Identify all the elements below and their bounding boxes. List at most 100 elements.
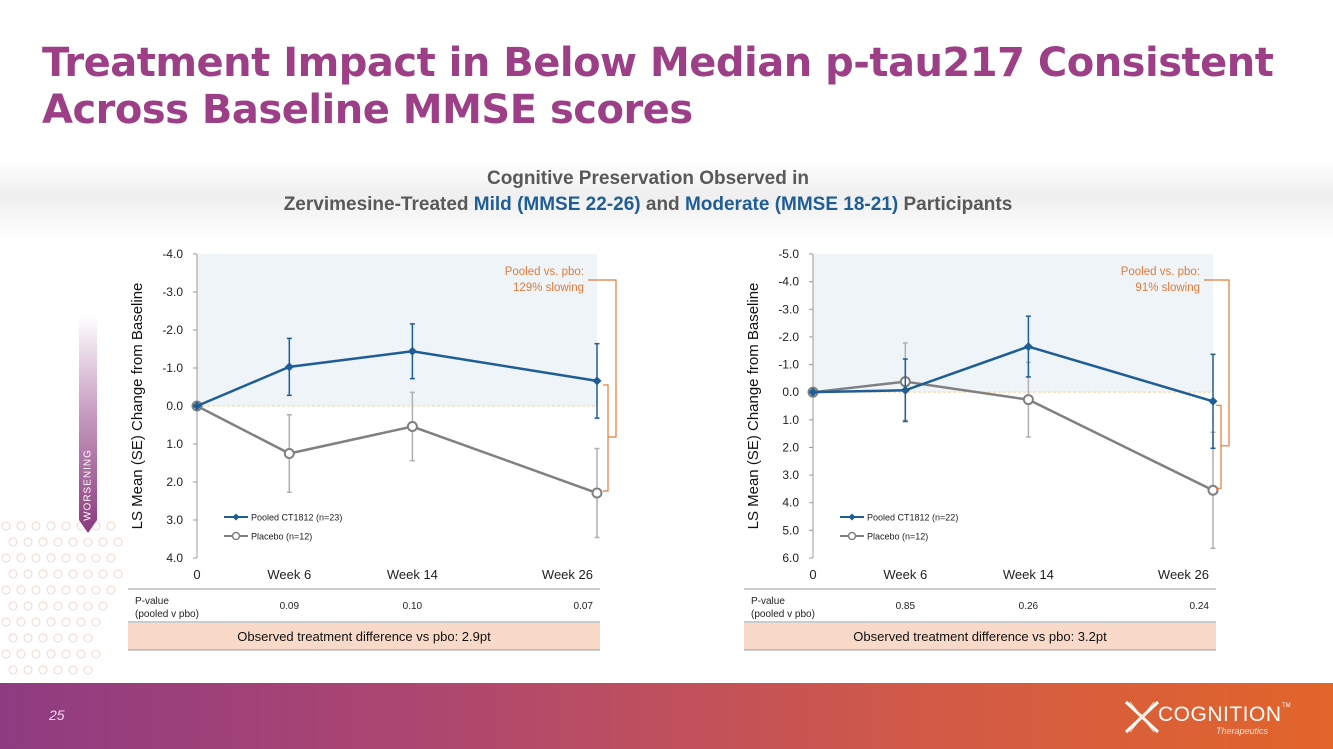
- pvalue-label: P-value: [135, 596, 169, 607]
- footer-bar: [0, 683, 1333, 749]
- decor-dot: [1, 521, 11, 531]
- page-number: 25: [49, 707, 65, 723]
- y-tick-label: 0.0: [782, 385, 799, 399]
- decor-dot: [38, 633, 48, 643]
- decor-dot: [1, 585, 11, 595]
- decor-dot: [106, 521, 116, 531]
- difference-text: Observed treatment difference vs pbo: 3.…: [853, 629, 1107, 644]
- decor-dot: [23, 569, 33, 579]
- decor-dot: [31, 521, 41, 531]
- x-tick-label: Week 26: [1158, 567, 1209, 582]
- y-tick-label: -1.0: [162, 361, 183, 375]
- annotation-connector: [588, 279, 617, 438]
- y-tick-label: -3.0: [778, 302, 799, 316]
- y-tick-label: -3.0: [162, 285, 183, 299]
- subtitle-mild: Mild (MMSE 22-26): [473, 194, 641, 215]
- difference-band: [128, 623, 600, 650]
- decor-dot: [68, 537, 78, 547]
- y-tick-label: -4.0: [778, 275, 799, 289]
- decor-dot: [83, 537, 93, 547]
- treated-point: [592, 376, 602, 386]
- decor-dot: [8, 665, 18, 675]
- y-tick-label: -1.0: [778, 358, 799, 372]
- decor-dot: [8, 569, 18, 579]
- decor-dot: [16, 553, 26, 563]
- decor-dot: [68, 569, 78, 579]
- legend-marker: [232, 513, 240, 521]
- decor-dot: [61, 521, 71, 531]
- treated-point: [192, 401, 202, 411]
- y-tick-label: -5.0: [778, 247, 799, 261]
- decor-dot: [23, 633, 33, 643]
- treated-line: [196, 350, 598, 408]
- difference-band: [744, 623, 1216, 650]
- pvalue-value: 0.26: [1019, 601, 1039, 612]
- placebo-point: [406, 421, 418, 433]
- treated-point: [284, 362, 294, 372]
- decor-dot: [61, 617, 71, 627]
- annotation-text: 91% slowing: [1135, 282, 1200, 294]
- decor-dot: [38, 665, 48, 675]
- legend-marker: [231, 531, 241, 541]
- subtitle-line-1: Cognitive Preservation Observed in: [486, 168, 810, 189]
- decor-dot: [38, 601, 48, 611]
- decor-dot: [46, 585, 56, 595]
- pvalue-value: 0.07: [574, 601, 594, 612]
- decor-dot: [98, 601, 108, 611]
- subtitle-band: [0, 160, 1333, 240]
- annotation-text: Pooled vs. pbo:: [1121, 266, 1200, 278]
- placebo-line: [196, 404, 598, 495]
- x-tick-label: Week 14: [387, 567, 438, 582]
- decor-dot: [8, 537, 18, 547]
- decor-dot: [61, 649, 71, 659]
- decor-dot: [46, 649, 56, 659]
- treated-point: [900, 385, 910, 395]
- logo-text: COGNITION: [1158, 703, 1282, 726]
- subtitle-pre: Zervimesine-Treated: [283, 194, 474, 215]
- placebo-point: [1207, 484, 1219, 496]
- decor-dot: [23, 537, 33, 547]
- difference-text: Observed treatment difference vs pbo: 2.…: [237, 629, 491, 644]
- placebo-line: [812, 380, 1214, 492]
- decor-dot: [83, 665, 93, 675]
- y-tick-label: 3.0: [782, 468, 799, 482]
- logo-tm: TM: [1282, 703, 1291, 709]
- x-tick-label: 0: [809, 567, 816, 582]
- placebo-point: [591, 487, 603, 499]
- decor-dot: [16, 617, 26, 627]
- pvalue-value: 0.10: [403, 601, 423, 612]
- treated-line: [812, 345, 1214, 403]
- y-tick-label: 2.0: [782, 440, 799, 454]
- decor-dot: [68, 633, 78, 643]
- subtitle-line-2: Zervimesine-Treated Mild (MMSE 22-26) an…: [0, 194, 1296, 216]
- decor-dot: [61, 553, 71, 563]
- placebo-point: [1022, 394, 1034, 406]
- decor-dot: [53, 665, 63, 675]
- decor-dot: [76, 649, 86, 659]
- y-tick-label: -2.0: [778, 330, 799, 344]
- annotation-text: Pooled vs. pbo:: [505, 266, 584, 278]
- x-tick-label: Week 6: [267, 567, 311, 582]
- decor-dot: [68, 665, 78, 675]
- difference-bracket: [603, 384, 609, 492]
- treated-point: [1208, 396, 1218, 406]
- worsening-arrow: [79, 315, 97, 533]
- legend-label: Pooled CT1812 (n=23): [251, 513, 342, 523]
- decorative-dots: [1, 521, 123, 675]
- annotation-text: 129% slowing: [513, 282, 584, 294]
- decor-dot: [53, 633, 63, 643]
- decor-dot: [113, 569, 123, 579]
- subtitle-post: Participants: [898, 194, 1013, 215]
- decor-dot: [16, 585, 26, 595]
- decor-dot: [76, 585, 86, 595]
- decor-dot: [1, 553, 11, 563]
- worsening-label: WORSENING: [82, 449, 94, 521]
- decor-dot: [106, 553, 116, 563]
- decor-dot: [16, 521, 26, 531]
- y-tick-label: -4.0: [162, 247, 183, 261]
- x-tick-label: 0: [193, 567, 200, 582]
- decor-dot: [31, 649, 41, 659]
- y-axis-title: LS Mean (SE) Change from Baseline: [745, 283, 762, 530]
- y-tick-label: 2.0: [166, 475, 183, 489]
- decor-dot: [46, 617, 56, 627]
